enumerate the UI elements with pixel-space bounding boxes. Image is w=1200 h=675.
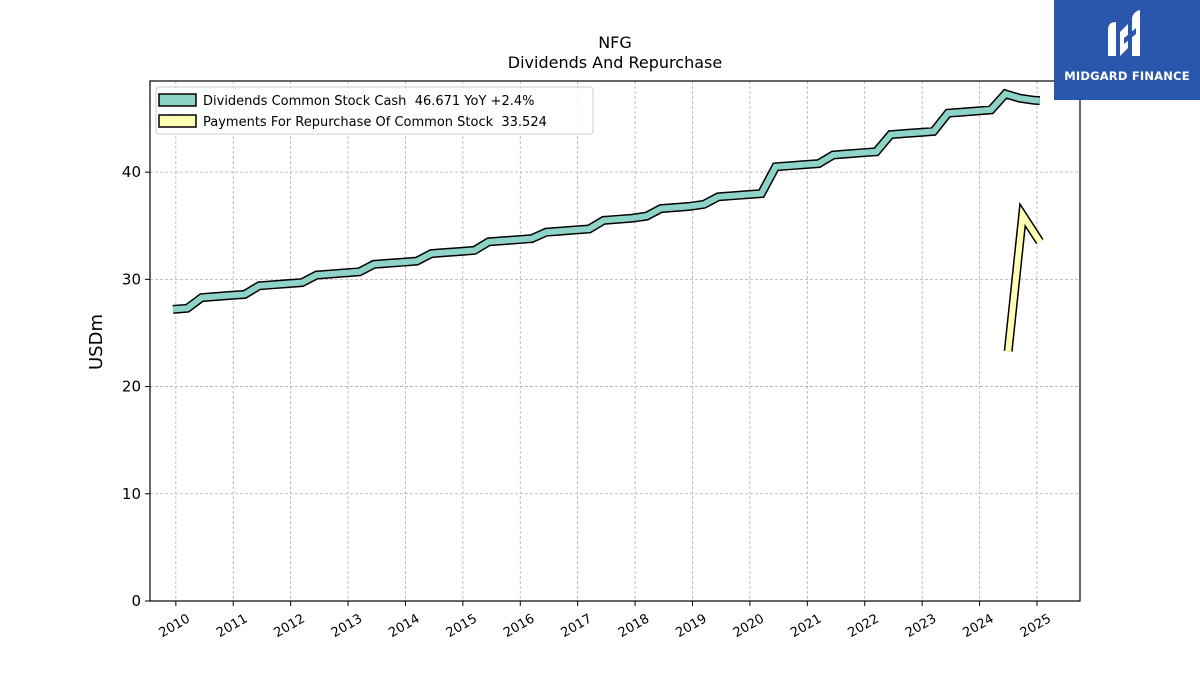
x-tick-label: 2021 <box>788 611 824 641</box>
legend-swatch-dividends <box>158 93 197 107</box>
x-tick-label: 2024 <box>960 611 996 641</box>
x-tick-label: 2025 <box>1018 611 1054 641</box>
y-axis-label: USDm <box>86 314 107 370</box>
y-axis: 0 10 20 30 40 <box>122 163 150 610</box>
x-axis: 2010 2011 2012 2013 2014 2015 2016 2017 2018 2019… <box>157 601 1054 641</box>
y-tick-label: 40 <box>122 163 141 181</box>
legend-box <box>155 86 594 135</box>
x-tick-label: 2010 <box>157 611 193 641</box>
x-tick-label: 2020 <box>731 611 767 641</box>
legend: Dividends Common Stock Cash 46.671 YoY +… <box>155 86 594 135</box>
x-tick-label: 2013 <box>329 611 365 641</box>
legend-swatch-repurchase <box>158 114 197 128</box>
x-tick-label: 2012 <box>271 611 307 641</box>
x-tick-label: 2015 <box>444 611 480 641</box>
x-tick-label: 2011 <box>214 611 250 641</box>
y-tick-label: 0 <box>131 592 141 610</box>
x-tick-label: 2023 <box>903 611 939 641</box>
x-tick-label: 2022 <box>846 611 882 641</box>
chart-subtitle: Dividends And Repurchase <box>508 53 722 72</box>
series-line-repurchase <box>1005 206 1043 352</box>
y-tick-label: 20 <box>122 378 141 396</box>
grid <box>150 81 1080 601</box>
y-tick-label: 30 <box>122 270 141 288</box>
x-tick-label: 2019 <box>673 611 709 641</box>
x-tick-label: 2017 <box>559 611 595 641</box>
logo-text: MIDGARD FINANCE <box>1064 69 1190 83</box>
x-tick-label: 2016 <box>501 611 537 641</box>
series-line-dividends <box>172 90 1040 313</box>
chart-title: NFG <box>598 33 632 52</box>
x-tick-label: 2014 <box>386 611 422 641</box>
legend-label-dividends: Dividends Common Stock Cash 46.671 YoY +… <box>203 94 534 109</box>
logo-mark-icon <box>1108 10 1140 56</box>
series-layer <box>172 88 1044 352</box>
x-tick-label: 2018 <box>616 611 652 641</box>
legend-label-repurchase: Payments For Repurchase Of Common Stock … <box>203 115 547 130</box>
brand-logo: MIDGARD FINANCE <box>1054 0 1200 100</box>
plot-frame <box>149 80 1081 602</box>
y-tick-label: 10 <box>122 485 141 503</box>
